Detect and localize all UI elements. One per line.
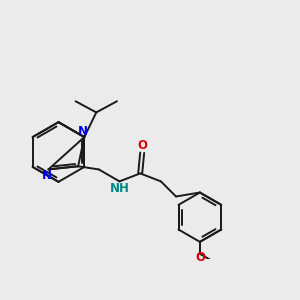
Text: NH: NH [110, 182, 130, 195]
Text: N: N [42, 169, 52, 182]
Text: O: O [137, 139, 147, 152]
Text: O: O [195, 251, 205, 264]
Text: N: N [78, 125, 88, 138]
